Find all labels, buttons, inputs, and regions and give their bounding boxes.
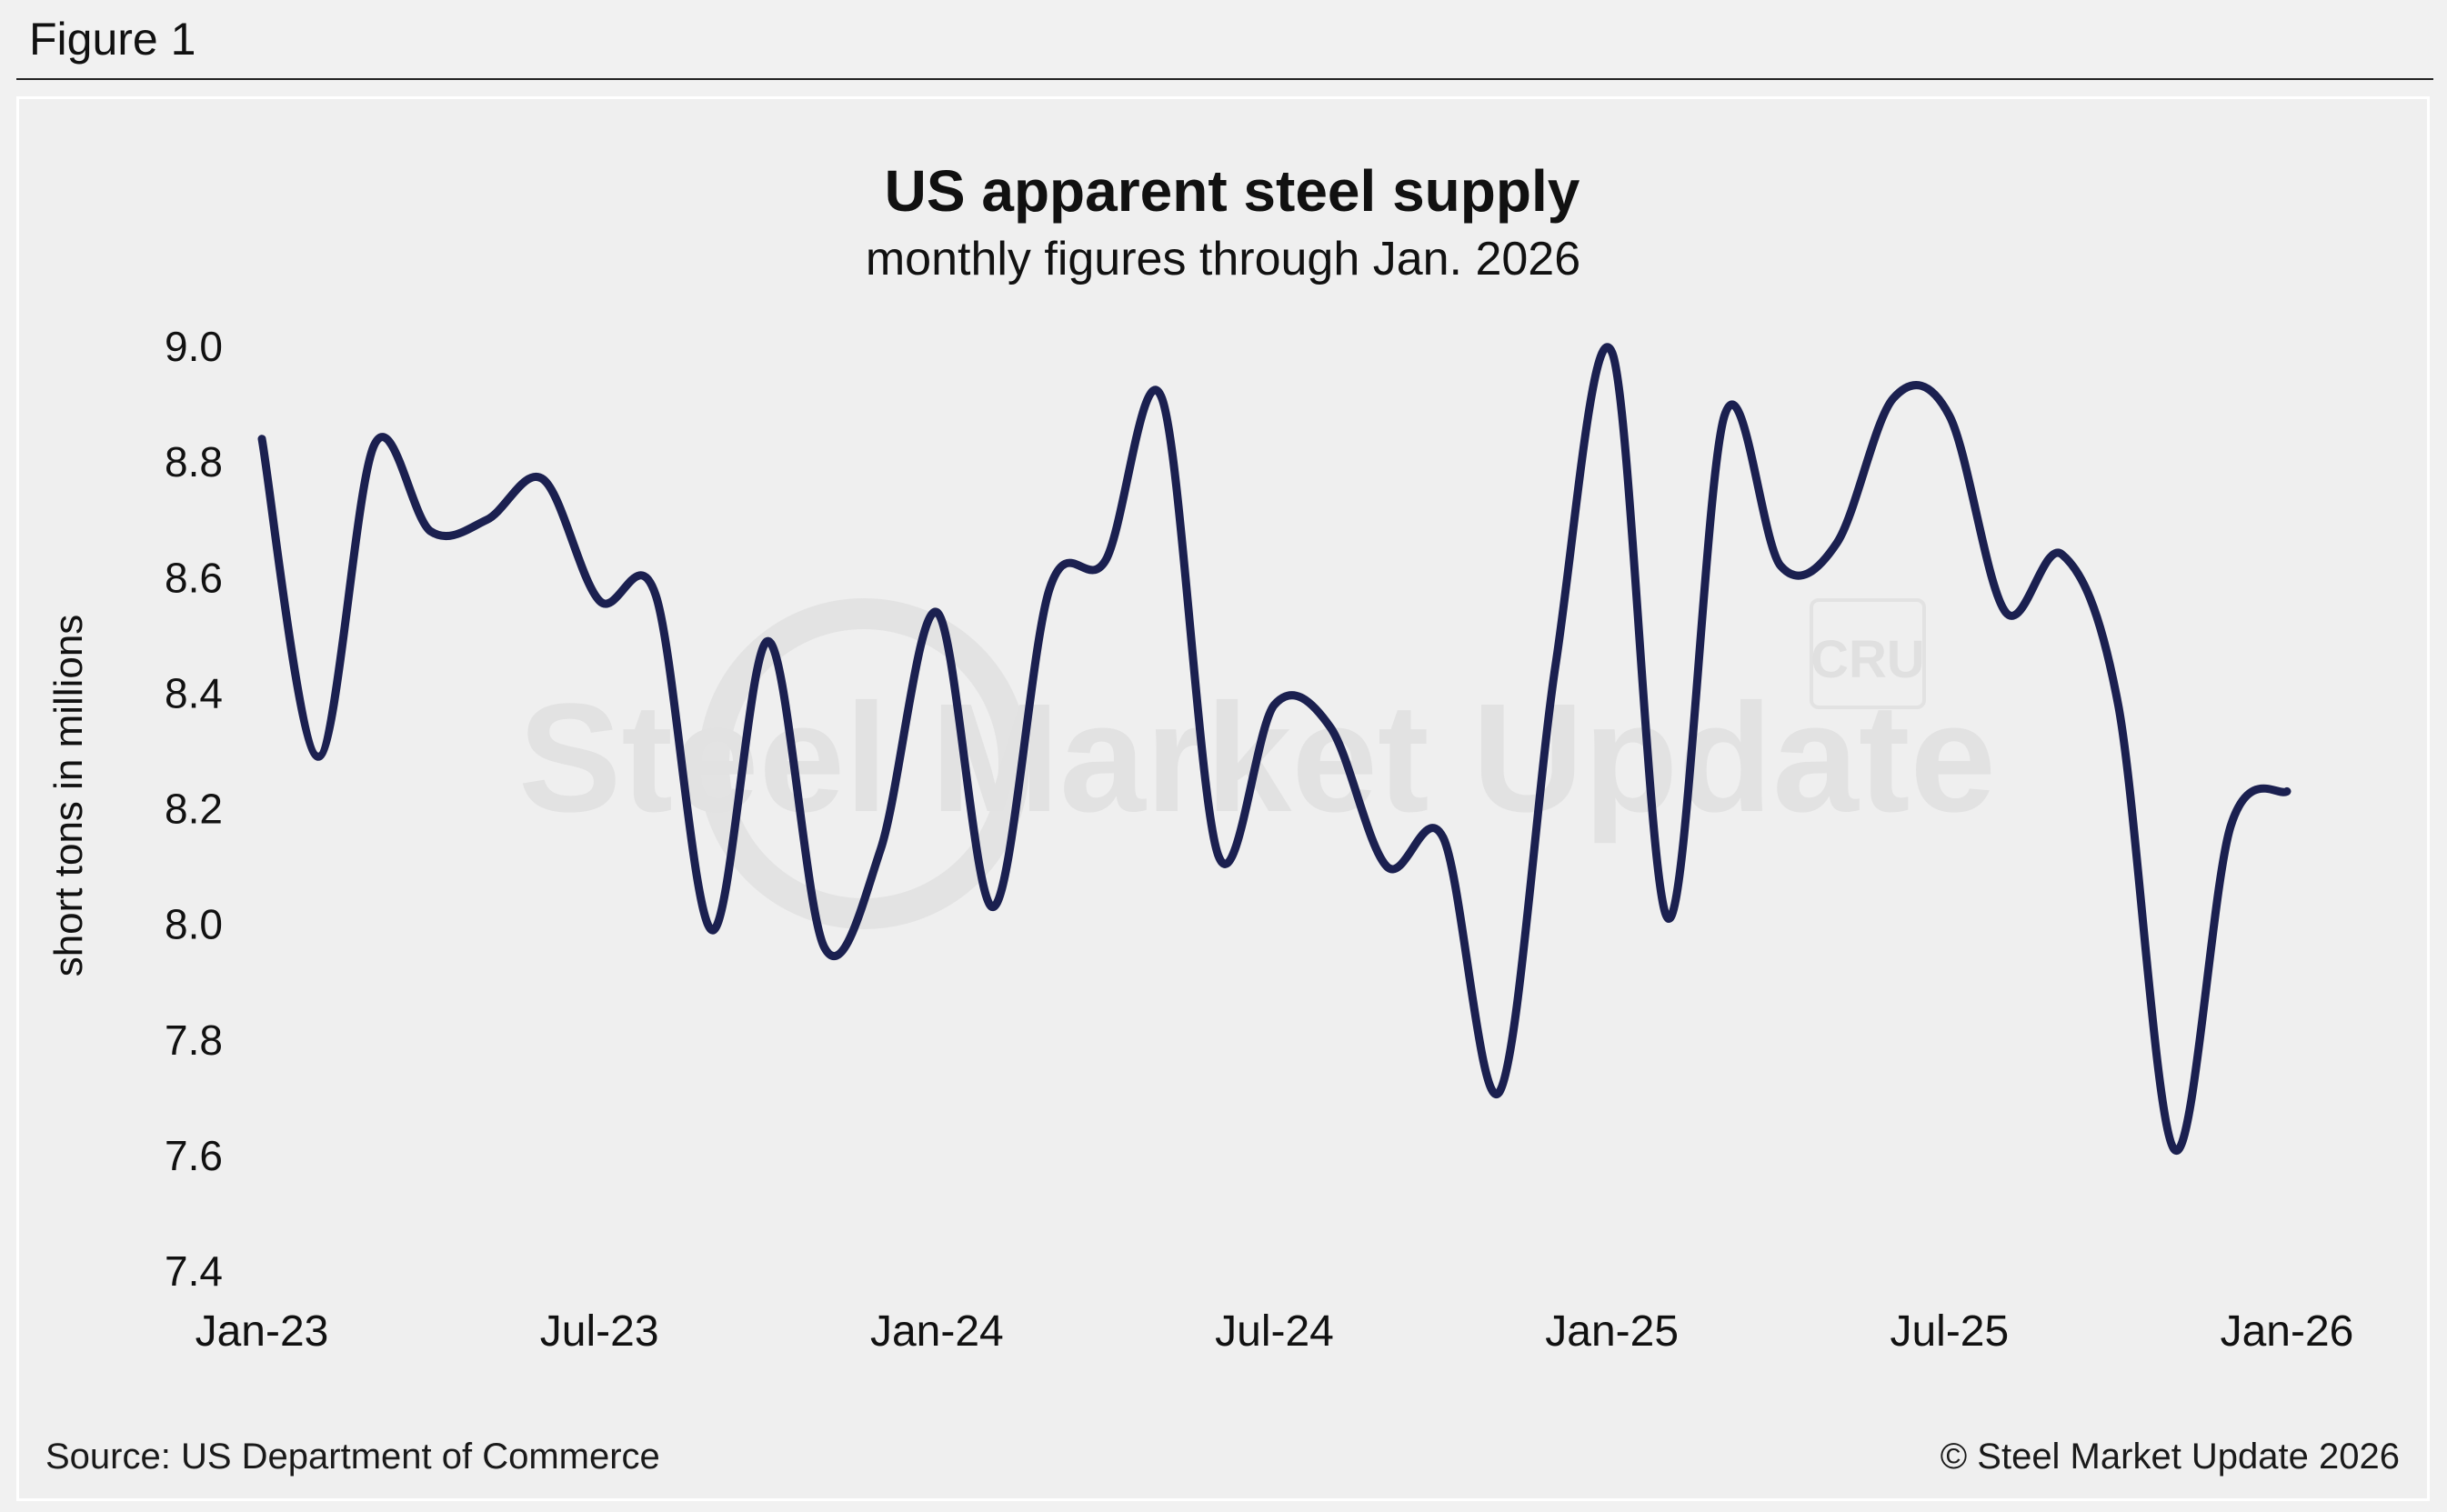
data-point-Apr-24 [1102, 556, 1109, 564]
data-point-Jan-24 [933, 608, 940, 616]
data-point-Jan-26 [2283, 787, 2291, 795]
data-point-Nov-25 [2171, 1147, 2178, 1154]
figure-label: Figure 1 [29, 14, 196, 65]
data-point-Dec-23 [877, 846, 884, 853]
data-point-Nov-23 [821, 944, 828, 951]
y-tick-label: 8.2 [165, 786, 223, 833]
svg-text:CRU: CRU [1810, 630, 1925, 689]
data-point-Feb-23 [315, 753, 322, 760]
y-tick-label: 7.6 [165, 1132, 223, 1179]
y-axis-ticks: 9.0 8.8 8.6 8.4 8.2 8.0 7.8 7.6 7.4 [165, 323, 223, 1295]
data-point-Mar-24 [1046, 586, 1053, 593]
chart-title: US apparent steel supply [885, 158, 1580, 224]
data-point-May-24 [1158, 395, 1166, 402]
y-tick-label: 9.0 [165, 323, 223, 370]
data-point-Aug-25 [2002, 608, 2010, 616]
chart-panel [16, 96, 2430, 1501]
data-point-Mar-23 [371, 441, 378, 448]
watermark-emblem [698, 598, 1029, 929]
y-tick-label: 7.8 [165, 1016, 223, 1064]
y-tick-label: 8.6 [165, 554, 223, 601]
data-point-Apr-25 [1777, 563, 1784, 570]
x-tick-label: Jan-26 [2221, 1307, 2354, 1356]
y-tick-label: 8.4 [165, 669, 223, 716]
data-point-Feb-25 [1665, 915, 1672, 922]
data-point-May-25 [1833, 539, 1840, 546]
y-tick-label: 8.8 [165, 438, 223, 486]
data-point-Mar-25 [1720, 412, 1728, 419]
cru-logo-watermark: CRU [1810, 598, 1926, 709]
data-point-Apr-23 [427, 527, 435, 535]
x-tick-label: Jan-24 [870, 1307, 1004, 1356]
data-point-Sep-25 [2059, 551, 2066, 558]
x-tick-label: Jul-25 [1890, 1307, 2009, 1356]
data-point-Dec-25 [2227, 823, 2234, 830]
data-point-Nov-24 [1496, 1088, 1503, 1096]
data-point-Oct-24 [1439, 834, 1447, 841]
x-tick-label: Jan-25 [1545, 1307, 1679, 1356]
header-rule [16, 78, 2433, 80]
series-line [257, 343, 2292, 1155]
data-point-Feb-24 [989, 904, 997, 911]
data-point-Dec-24 [1552, 661, 1559, 668]
y-tick-label: 8.0 [165, 901, 223, 948]
x-tick-label: Jul-23 [540, 1307, 659, 1356]
data-point-May-23 [483, 516, 490, 524]
data-point-Jul-25 [1946, 412, 1953, 419]
data-point-Jan-25 [1609, 348, 1616, 355]
data-point-Sep-23 [708, 926, 716, 934]
x-tick-label: Jan-23 [196, 1307, 329, 1356]
y-tick-label: 7.4 [165, 1247, 223, 1295]
data-point-Sep-24 [1383, 863, 1390, 870]
y-axis-label: short tons in millions [46, 615, 91, 977]
data-point-Aug-23 [652, 591, 659, 598]
copyright-note: © Steel Market Update 2026 [1940, 1437, 2400, 1477]
data-point-Jun-24 [1215, 851, 1222, 858]
data-point-Oct-23 [765, 637, 772, 645]
source-note: Source: US Department of Commerce [45, 1437, 660, 1477]
data-point-Jul-23 [596, 597, 603, 605]
x-axis-ticks: Jan-23 Jul-23 Jan-24 Jul-24 Jan-25 Jul-25 Jan-… [196, 1307, 2354, 1356]
chart-subtitle: monthly figures through Jan. 2026 [866, 233, 1580, 285]
data-point-Aug-24 [1327, 725, 1334, 732]
data-point-Jun-23 [539, 476, 547, 483]
data-point-Jul-24 [1271, 701, 1279, 708]
x-tick-label: Jul-24 [1215, 1307, 1334, 1356]
series-group [257, 343, 2292, 1155]
data-point-Jan-23 [258, 436, 266, 443]
data-point-Jun-25 [1890, 395, 1897, 402]
data-point-Oct-25 [2114, 701, 2121, 708]
